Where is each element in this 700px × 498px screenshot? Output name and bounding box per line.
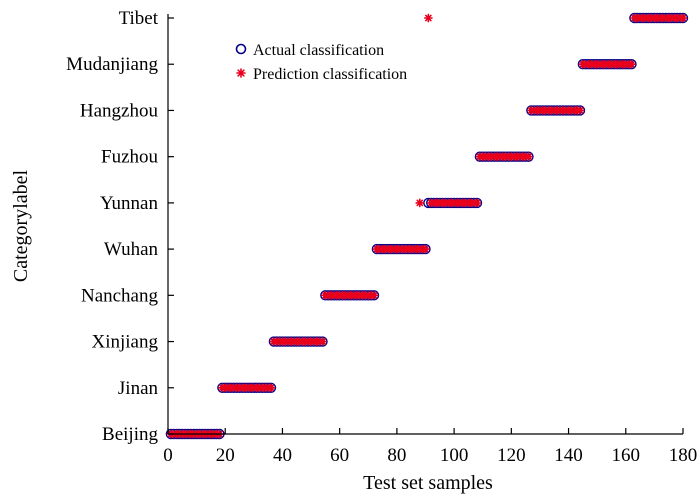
- prediction-point: [575, 106, 585, 115]
- prediction-point: [369, 290, 379, 300]
- prediction-point: [421, 244, 430, 254]
- x-tick-label: 160: [612, 445, 641, 466]
- x-tick-label: 0: [163, 445, 173, 466]
- x-tick-label: 100: [440, 445, 469, 466]
- axes: [167, 14, 683, 435]
- y-tick-label: Tibet: [119, 8, 159, 29]
- prediction-point: [472, 198, 482, 208]
- prediction-point: [318, 337, 327, 346]
- prediction-point: [266, 383, 276, 393]
- x-tick-label: 60: [330, 445, 349, 466]
- legend-prediction-asterisk: [236, 68, 246, 78]
- legend-prediction-label: Prediction classification: [253, 66, 407, 83]
- x-tick-label: 120: [497, 445, 526, 466]
- legend: Actual classification Prediction classif…: [235, 42, 407, 83]
- y-axis-ticks: Beijing Jinan Xinjiang Nanchang Wuhan Yunnan F…: [66, 8, 174, 445]
- prediction-point: [415, 198, 425, 208]
- y-tick-label: Hangzhou: [80, 100, 159, 121]
- y-tick-label: Fuzhou: [101, 147, 159, 168]
- x-tick-label: 80: [387, 445, 406, 466]
- legend-prediction-marker: [236, 68, 246, 78]
- prediction-point: [678, 13, 688, 23]
- prediction-point: [423, 13, 433, 23]
- prediction-point: [627, 59, 636, 69]
- x-tick-label: 180: [669, 445, 698, 466]
- y-tick-label: Beijing: [102, 424, 158, 445]
- x-tick-label: 140: [554, 445, 583, 466]
- y-tick-label: Xinjiang: [92, 332, 159, 353]
- y-tick-label: Mudanjiang: [66, 54, 158, 75]
- x-axis-label: Test set samples: [363, 472, 493, 494]
- legend-actual-label: Actual classification: [253, 42, 384, 59]
- x-axis-ticks: 0 20 40 60 80 100 120 140 160 180: [163, 428, 697, 466]
- y-tick-label: Yunnan: [100, 193, 159, 214]
- y-axis-label: Categorylabel: [10, 169, 32, 282]
- x-tick-label: 20: [216, 445, 235, 466]
- legend-actual-marker: [235, 43, 247, 55]
- y-tick-label: Nanchang: [81, 285, 159, 306]
- y-tick-label: Wuhan: [104, 239, 159, 260]
- x-tick-label: 40: [273, 445, 292, 466]
- plot-area: [165, 12, 689, 440]
- y-tick-label: Jinan: [118, 378, 159, 399]
- prediction-point: [524, 152, 533, 162]
